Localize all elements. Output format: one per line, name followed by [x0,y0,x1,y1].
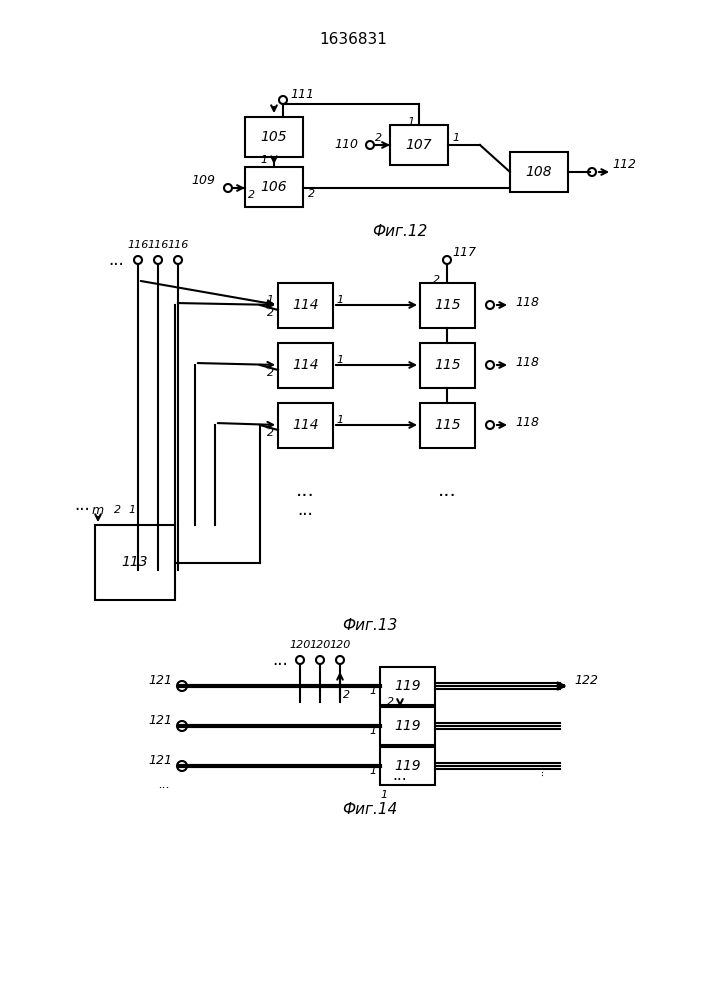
Text: 1: 1 [336,415,343,425]
Text: ...: ... [296,481,315,499]
Text: Фиг.13: Фиг.13 [342,617,397,633]
Text: 116: 116 [127,240,148,250]
Text: Фиг.12: Фиг.12 [373,225,428,239]
Text: 110: 110 [334,138,358,151]
FancyBboxPatch shape [95,525,175,600]
Text: 2: 2 [267,368,274,378]
Text: 121: 121 [148,754,172,768]
Text: 2: 2 [267,308,274,318]
Text: 111: 111 [290,89,314,102]
FancyBboxPatch shape [510,152,568,192]
Text: ...: ... [108,251,124,269]
Text: 2: 2 [267,428,274,438]
Text: 1: 1 [267,295,274,305]
FancyBboxPatch shape [278,282,333,328]
Text: ...: ... [534,764,547,776]
Text: 2: 2 [375,133,382,143]
Text: 119: 119 [395,679,421,693]
FancyBboxPatch shape [380,707,435,745]
Text: 1636831: 1636831 [319,32,387,47]
FancyBboxPatch shape [420,282,475,328]
Text: m: m [92,504,104,516]
FancyBboxPatch shape [420,402,475,448]
Text: 1: 1 [408,117,415,127]
FancyBboxPatch shape [245,117,303,157]
Text: Фиг.14: Фиг.14 [342,802,397,818]
Text: 120: 120 [309,640,331,650]
Text: 1: 1 [370,686,377,696]
Text: ...: ... [158,778,170,792]
Text: 2: 2 [308,189,315,199]
Text: 2: 2 [343,690,350,700]
Text: 1: 1 [370,726,377,736]
Text: 120: 120 [289,640,310,650]
Text: 2: 2 [387,697,394,707]
Text: 113: 113 [122,556,148,570]
Text: 2: 2 [248,190,255,200]
Text: 119: 119 [395,719,421,733]
FancyBboxPatch shape [245,167,303,207]
FancyBboxPatch shape [278,342,333,387]
Text: 121: 121 [148,714,172,728]
Text: 114: 114 [292,358,319,372]
Text: ...: ... [438,481,457,499]
Text: 118: 118 [515,296,539,308]
Text: ...: ... [298,501,313,519]
Text: 115: 115 [434,418,461,432]
FancyBboxPatch shape [380,667,435,705]
Text: ...: ... [272,651,288,669]
FancyBboxPatch shape [380,747,435,785]
Text: 118: 118 [515,416,539,428]
FancyBboxPatch shape [390,125,448,165]
Text: ...: ... [74,496,90,514]
Text: 2: 2 [433,275,440,285]
Text: 2: 2 [114,505,121,515]
Text: 1: 1 [452,133,459,143]
Text: 1: 1 [380,790,387,800]
Text: 121: 121 [148,674,172,688]
Text: 115: 115 [434,358,461,372]
Text: 1: 1 [261,155,268,165]
Text: 116: 116 [147,240,169,250]
Text: 1: 1 [336,355,343,365]
Text: 108: 108 [526,165,552,179]
Text: 106: 106 [261,180,287,194]
Text: 105: 105 [261,130,287,144]
Text: 122: 122 [574,674,598,688]
Text: 112: 112 [612,158,636,172]
FancyBboxPatch shape [278,402,333,448]
Text: 117: 117 [452,245,476,258]
Text: 1: 1 [370,766,377,776]
Text: 116: 116 [168,240,189,250]
Text: 114: 114 [292,298,319,312]
Text: 118: 118 [515,356,539,368]
Text: 120: 120 [329,640,351,650]
Text: ...: ... [392,768,407,782]
Text: 119: 119 [395,759,421,773]
Text: 115: 115 [434,298,461,312]
Text: 1: 1 [128,505,135,515]
Text: 107: 107 [406,138,432,152]
FancyBboxPatch shape [420,342,475,387]
Text: 114: 114 [292,418,319,432]
Text: 1: 1 [336,295,343,305]
Text: 109: 109 [191,174,215,186]
